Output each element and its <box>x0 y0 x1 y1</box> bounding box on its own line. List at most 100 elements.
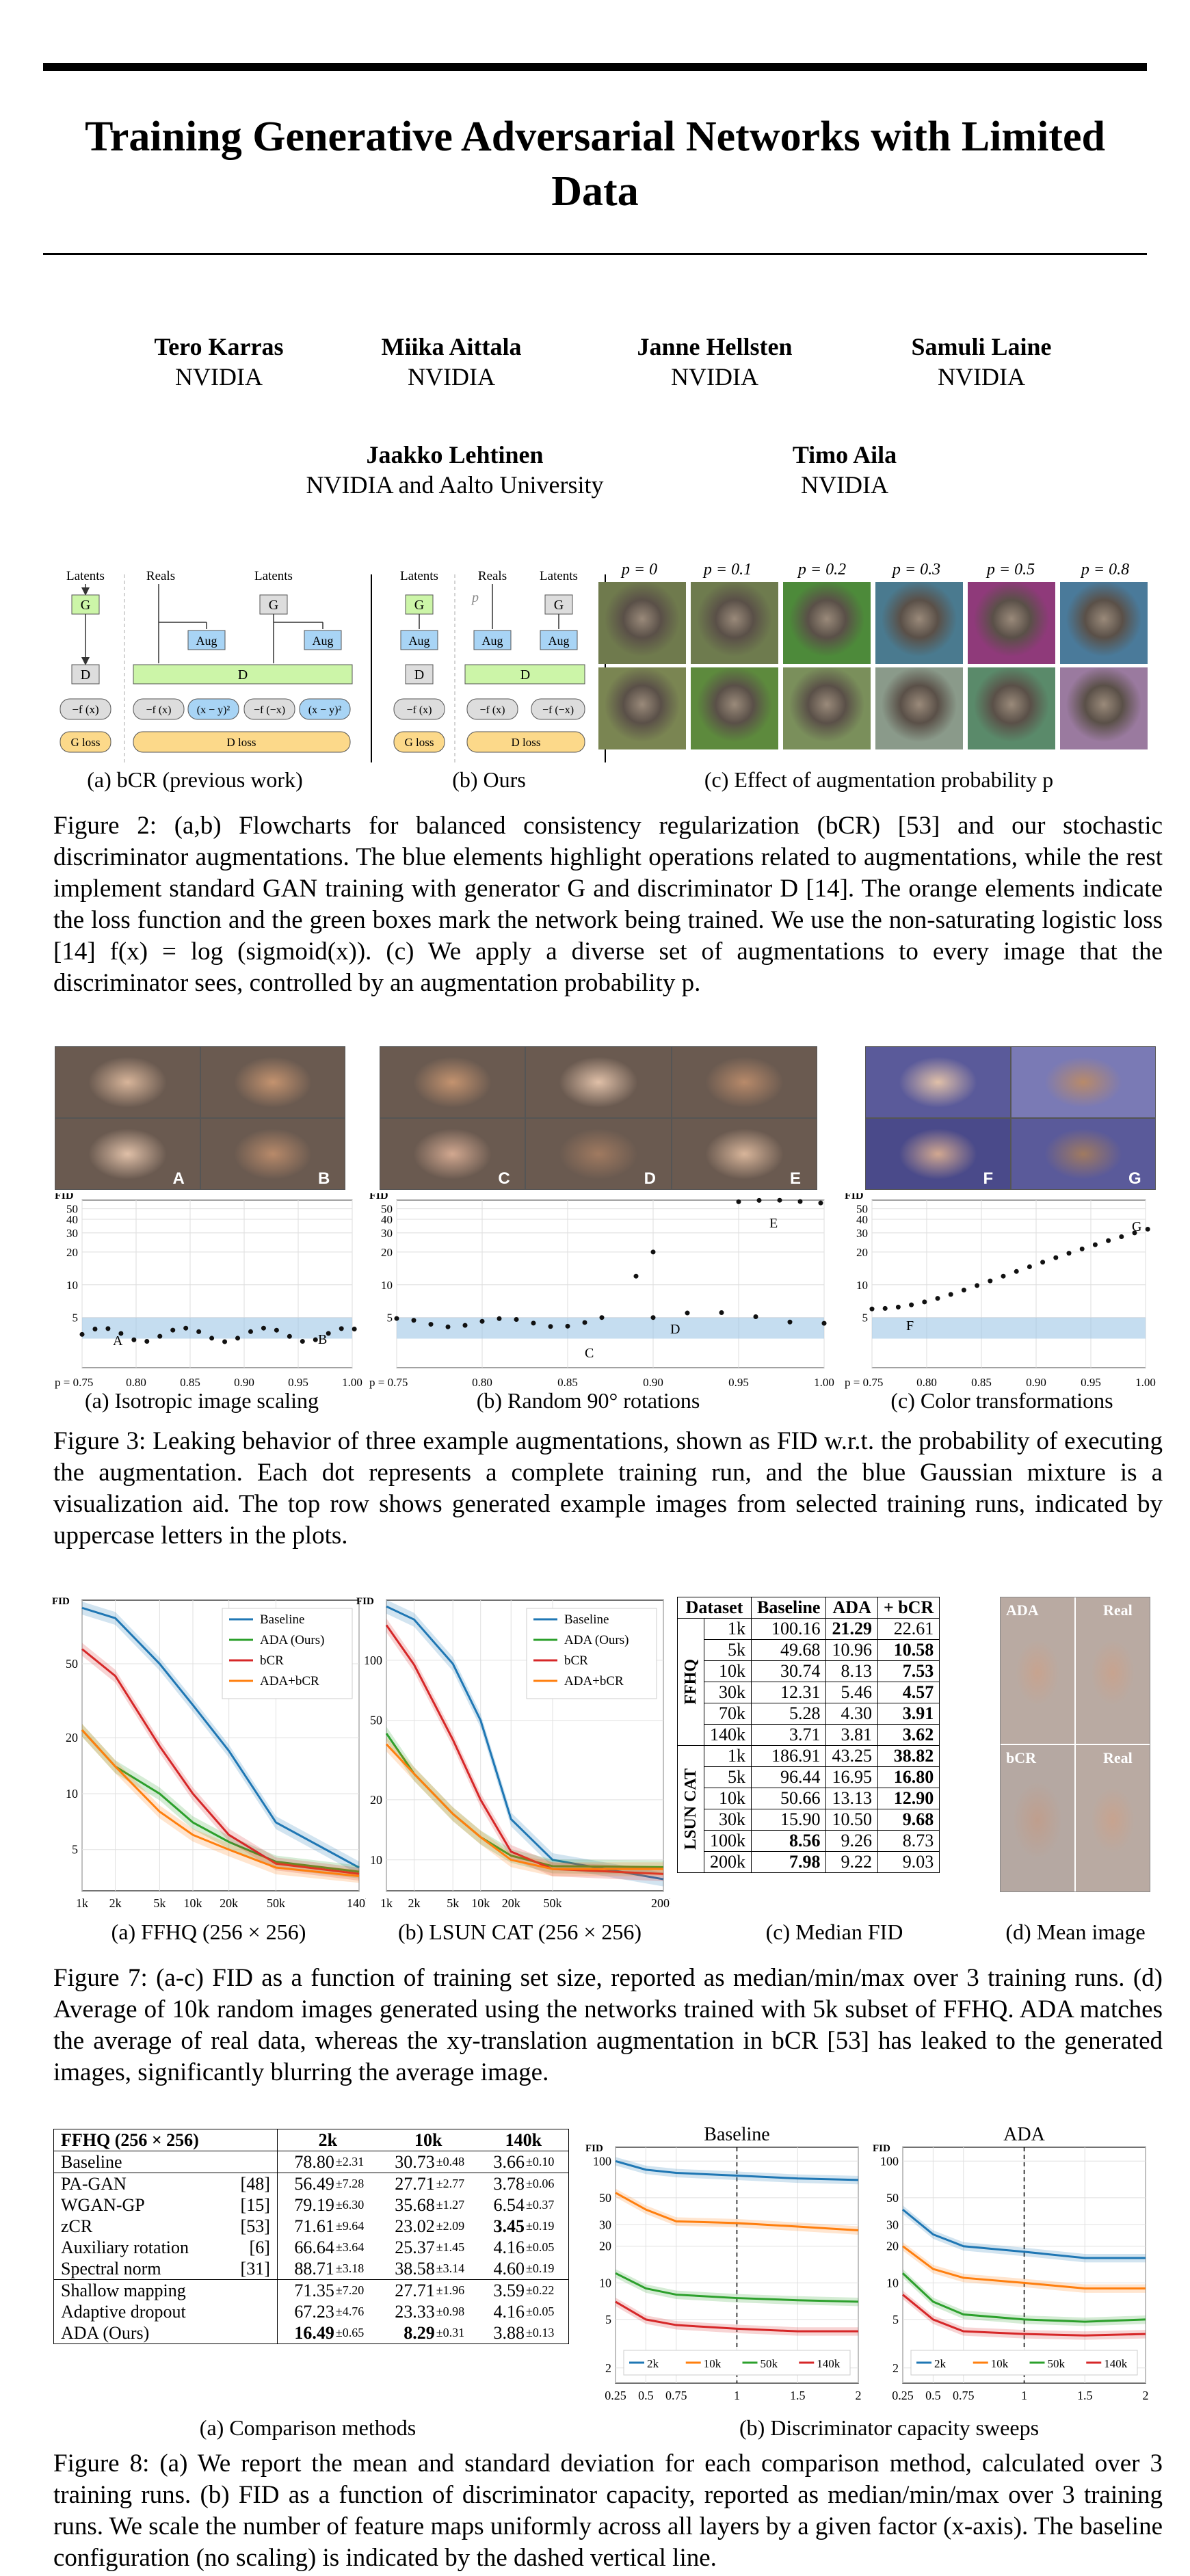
author: Miika Aittala NVIDIA <box>381 333 522 390</box>
table-row: Baseline 78.80 ±2.31 30.73 ±0.48 3.66 ±0.10 <box>54 2151 568 2173</box>
fig3-point <box>1027 1264 1032 1269</box>
fig3-point <box>935 1296 940 1301</box>
svg-text:Aug: Aug <box>409 634 430 648</box>
fig8b-ada-chart: 2 5 10 20 30 50 100 0.25 0.5 0.75 1 1.5 2 FID ADA 2k 10k… <box>873 2124 1149 2402</box>
fig7-subcaption-c: (c) Median FID <box>765 1920 903 1944</box>
fig3-point <box>144 1339 150 1344</box>
chart-xtick: 10k <box>471 1896 490 1910</box>
fig3-point <box>1066 1251 1072 1256</box>
fig3-point <box>736 1199 741 1204</box>
fig3-point <box>92 1326 98 1331</box>
legend-entry: 10k <box>704 2357 722 2370</box>
p-label: p = 0.2 <box>797 561 847 579</box>
fig3-letter: C <box>585 1346 594 1361</box>
chart-title: ADA <box>1003 2124 1045 2145</box>
generated-face-image <box>865 1046 1011 1118</box>
fig3-point <box>261 1325 266 1331</box>
series-line <box>902 2208 1146 2259</box>
fig3-letter: F <box>906 1318 914 1333</box>
fig3-ytick: 40 <box>66 1213 78 1226</box>
fig3-ytick: 20 <box>66 1246 78 1259</box>
image-letter-label: A <box>172 1169 185 1188</box>
chart-ytick: 50 <box>886 2191 899 2205</box>
fig3-point <box>445 1324 451 1329</box>
lbl-gloss: G loss <box>71 736 101 749</box>
svg-text:−f (−x): −f (−x) <box>542 704 574 716</box>
chart-xtick: 2 <box>856 2389 862 2402</box>
fig3-point <box>797 1199 803 1204</box>
generated-face-image <box>671 1046 817 1118</box>
fig3-xtick: 0.95 <box>1081 1376 1101 1389</box>
table-row: Shallow mapping 71.35 ±7.20 27.71 ±1.96 3.59 ±… <box>61 2279 555 2301</box>
fig3-point <box>248 1329 253 1334</box>
fig3-point <box>411 1318 416 1323</box>
fig3-point <box>209 1336 215 1341</box>
series-line <box>902 2294 1146 2337</box>
title-rule <box>43 253 1147 255</box>
fig3-point <box>869 1306 875 1312</box>
fig3-ytick: 40 <box>381 1213 393 1226</box>
series-line <box>615 2160 859 2181</box>
fig3-point <box>274 1327 279 1333</box>
svg-text:G loss: G loss <box>405 736 434 749</box>
fig3-ytick: 10 <box>381 1279 393 1292</box>
fig3-point <box>895 1304 901 1310</box>
chart-ytick: 10 <box>886 2276 899 2289</box>
legend-entry: 2k <box>934 2357 947 2370</box>
svg-text:−f (x): −f (x) <box>146 704 171 716</box>
fig7a-chart: 5 10 20 50 1k 2k 5k 10k 20k 50k 140k FID Baseline ADA… <box>52 1596 366 1910</box>
chart-xtick: 2k <box>408 1896 421 1910</box>
svg-text:Reals: Reals <box>478 569 507 583</box>
svg-text:G: G <box>414 598 424 613</box>
series-line <box>615 2272 859 2303</box>
augmented-cat-image <box>968 667 1055 749</box>
table-row: 10k 50.66 13.13 12.90 <box>678 1788 940 1809</box>
generated-face-image <box>200 1046 345 1118</box>
fig3-point <box>882 1305 888 1311</box>
fig3-point <box>975 1283 980 1288</box>
chart-xtick: 1 <box>734 2389 740 2402</box>
fig3-point <box>531 1320 536 1326</box>
table-header: FFHQ (256 × 256) <box>54 2129 278 2151</box>
paper-title: Training Generative Adversarial Networks… <box>85 114 1105 215</box>
fig3-ytick: 30 <box>66 1227 78 1240</box>
svg-text:Aug: Aug <box>482 634 503 648</box>
fig3-point <box>131 1337 137 1342</box>
fig3-point <box>988 1278 993 1284</box>
chart-ytick: 100 <box>880 2154 899 2168</box>
fig2-subcaption-b: (b) Ours <box>452 767 526 792</box>
fig3-ytick: 50 <box>381 1203 393 1216</box>
augmented-cat-image <box>783 667 871 749</box>
fig3-ylabel: FID <box>55 1193 74 1201</box>
augmented-cat-image <box>783 582 871 664</box>
fig3-xtick: 0.85 <box>971 1376 992 1389</box>
lbl-fx: −f (x) <box>72 703 98 716</box>
fig3-point <box>633 1273 639 1279</box>
fig3-xtick: 0.95 <box>288 1376 308 1389</box>
fig8a-table: FFHQ (256 × 256) 2k 10k 140k Baseline 78.80 ±2… <box>53 2129 569 2344</box>
legend-entry: 50k <box>1048 2357 1066 2370</box>
fig3-point <box>1092 1242 1098 1247</box>
fig3-point <box>339 1326 344 1331</box>
chart-ytick: 30 <box>599 2218 611 2231</box>
augmented-cat-image <box>1060 667 1148 749</box>
chart-ytick: 10 <box>599 2276 611 2289</box>
generated-face-image <box>525 1118 672 1190</box>
table-row: 100k 8.56 9.26 8.73 <box>678 1830 940 1852</box>
table-row: ADA (Ours) 16.49 ±0.65 8.29 ±0.31 3.88 ±0.13 <box>61 2322 555 2343</box>
fig3-point <box>909 1302 914 1307</box>
table-header: + bCR <box>877 1597 940 1619</box>
fig3-xtick: p = 0.75 <box>845 1376 883 1389</box>
chart-xtick: 50k <box>544 1896 562 1910</box>
series-line <box>615 2300 858 2333</box>
fig3-ylabel: FID <box>369 1193 388 1201</box>
fig3-point <box>394 1316 399 1321</box>
chart-xtick: 0.25 <box>605 2389 626 2402</box>
fig3-xtick: 0.80 <box>472 1376 492 1389</box>
fig3-point <box>287 1333 292 1339</box>
fig8-subcaption-a: (a) Comparison methods <box>199 2415 416 2440</box>
fig3-point <box>183 1325 189 1331</box>
fig3-point <box>1040 1260 1046 1265</box>
fig7-subcaption-d: (d) Mean image <box>1005 1920 1146 1944</box>
chart-xtick: 2 <box>1143 2389 1149 2402</box>
